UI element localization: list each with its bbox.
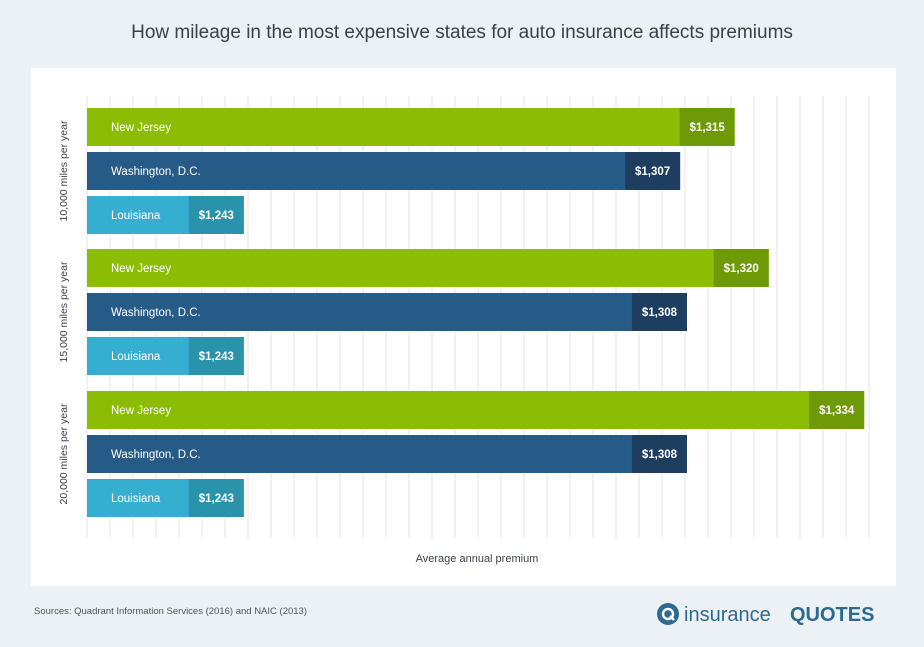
- logo-text-right: QUOTES: [790, 604, 874, 626]
- bar: [87, 152, 681, 190]
- bar-value-box: [631, 435, 687, 473]
- bar-value-label: $1,315: [690, 122, 726, 134]
- bar-value-box: [188, 337, 244, 375]
- bar-value-box: [679, 108, 735, 146]
- bar-value-label: $1,320: [724, 263, 759, 275]
- bar-value-label: $1,307: [635, 166, 670, 178]
- bar: [87, 108, 735, 146]
- bar-value-label: $1,243: [199, 493, 234, 505]
- bar-value-label: $1,308: [642, 449, 678, 461]
- bar-value-label: $1,243: [199, 210, 234, 222]
- group-axis-label: 10,000 miles per year: [58, 120, 70, 221]
- bar-label: Washington, D.C.: [111, 166, 201, 178]
- bar-label: Louisiana: [111, 493, 161, 505]
- bar-value-box: [809, 391, 865, 429]
- bar: [87, 293, 687, 331]
- bar-label: Louisiana: [111, 210, 161, 222]
- bar-value-label: $1,334: [819, 405, 855, 417]
- x-axis-label: Average annual premium: [416, 553, 539, 565]
- group-axis-label: 15,000 miles per year: [58, 261, 70, 362]
- bar-label: New Jersey: [111, 263, 171, 275]
- bar-value-box: [631, 293, 687, 331]
- iq-circle-icon: [657, 603, 679, 625]
- bar: [87, 391, 865, 429]
- bar: [87, 435, 687, 473]
- bar-value-label: $1,308: [642, 307, 678, 319]
- bar-label: New Jersey: [111, 122, 171, 134]
- group-axis-label: 20,000 miles per year: [58, 403, 70, 504]
- chart-panel: New Jersey $1,315 Washington, D.C. $1,307 Lo…: [31, 68, 896, 586]
- bar-label: Washington, D.C.: [111, 449, 201, 461]
- insurancequotes-logo: insurance QUOTES: [657, 603, 874, 626]
- chart-title: How mileage in the most expensive states…: [131, 22, 793, 43]
- bar: [87, 249, 769, 287]
- bar-value-label: $1,243: [199, 351, 234, 363]
- logo-text-left: insurance: [684, 604, 771, 626]
- source-note: Sources: Quadrant Information Services (…: [34, 606, 307, 617]
- bar-label: New Jersey: [111, 405, 171, 417]
- bar-value-box: [625, 152, 681, 190]
- bar-label: Louisiana: [111, 351, 161, 363]
- bar-value-box: [188, 196, 244, 234]
- bar-chart: New Jersey $1,315 Washington, D.C. $1,307 Lo…: [58, 96, 870, 565]
- bar-label: Washington, D.C.: [111, 307, 201, 319]
- bar-value-box: [713, 249, 769, 287]
- bar-value-box: [188, 479, 244, 517]
